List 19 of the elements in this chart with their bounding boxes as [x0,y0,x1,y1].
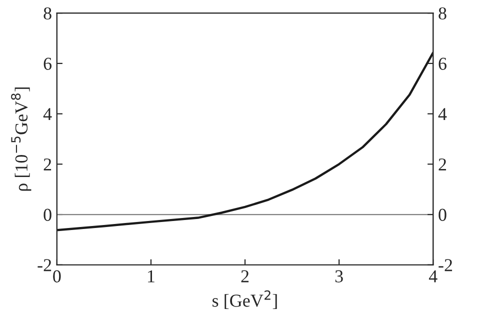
x-tick-label: 4 [428,270,438,282]
x-tick-label: 2 [241,270,249,282]
x-tick-label: 0 [53,270,61,282]
x-axis-title: s [GeV$^{2}$] [212,290,277,310]
y2-tick-label: -2 [438,259,452,272]
y-tick-label: 6 [44,58,52,70]
x-tick-label: 3 [335,270,343,282]
y2-tick-label: 2 [438,158,446,170]
y2-tick-label: 0 [438,208,446,221]
y-tick-label: 4 [43,108,52,120]
y-tick-label: 8 [44,7,52,20]
y2-tick-label: 6 [438,58,446,70]
y-tick-label: 2 [44,158,52,170]
y2-tick-label: 4 [438,108,447,120]
y-axis-title: ρ [10$^{−5}$GeV$^{8}$] [11,88,32,191]
y-tick-label: 0 [44,208,52,221]
y2-tick-label: 8 [438,7,446,20]
y-tick-label: -2 [38,259,52,272]
x-tick-label: 1 [148,270,154,282]
